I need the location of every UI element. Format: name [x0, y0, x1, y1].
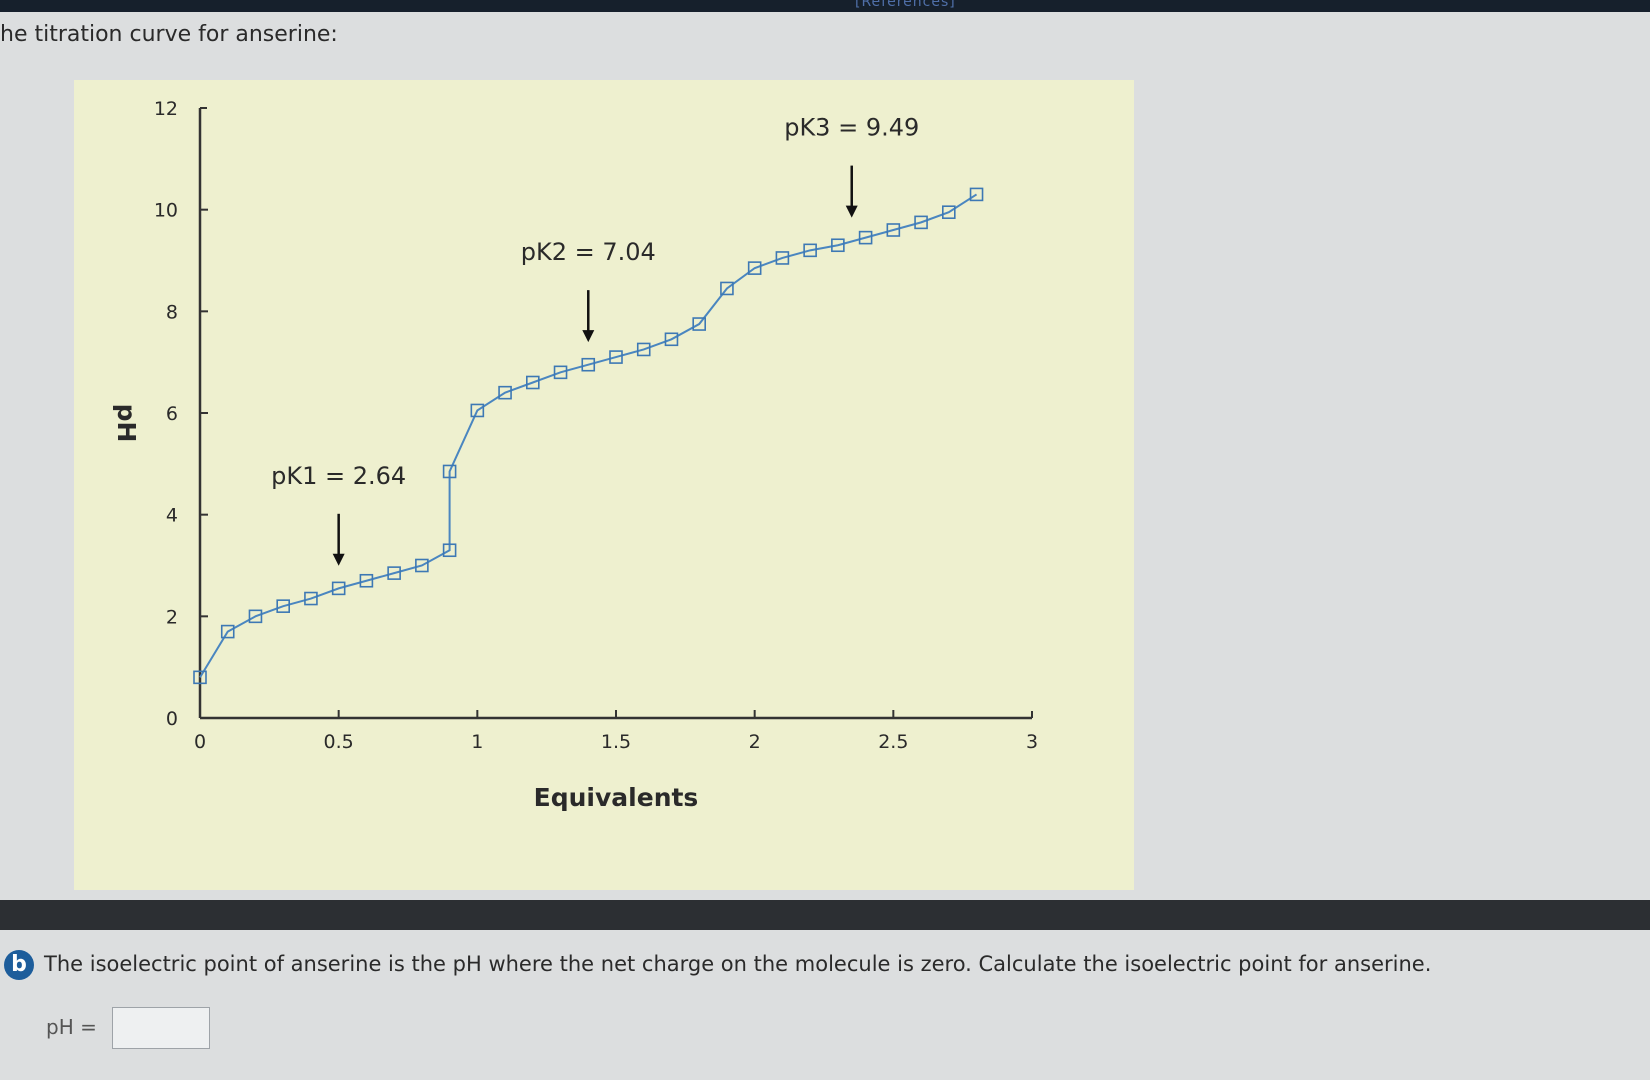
data-point-marker [220, 624, 235, 639]
section-divider [0, 900, 1650, 930]
data-point-marker [525, 375, 540, 390]
pk-arrow-head [845, 205, 858, 218]
y-tick-label: 4 [166, 505, 178, 527]
x-axis-title: Equivalents [534, 783, 699, 812]
data-point-marker [304, 591, 318, 606]
y-tick-label: 8 [166, 301, 178, 323]
chart-marker-layer [193, 187, 984, 685]
data-point-marker [636, 342, 651, 357]
data-point-marker [248, 609, 263, 624]
data-point-marker [886, 223, 901, 237]
top-bar: [References] [0, 0, 1650, 12]
pk-annotation-label: pK2 = 7.04 [521, 238, 656, 266]
chart-curve-layer [199, 193, 978, 678]
data-point-marker [692, 317, 707, 331]
data-point-marker [664, 332, 679, 347]
y-axis-title: pH [112, 404, 141, 443]
x-tick-label: 0.5 [324, 731, 354, 753]
chart-axes [198, 107, 1033, 720]
pk-arrow-head [582, 330, 595, 343]
x-tick-label: 0 [194, 731, 206, 753]
intro-text: he titration curve for anserine: [0, 22, 338, 47]
question-text: The isoelectric point of anserine is the… [44, 952, 1432, 976]
data-point-marker [276, 599, 291, 613]
pk-annotation-label: pK1 = 2.64 [271, 462, 406, 490]
data-point-marker [331, 581, 346, 596]
y-tick-label: 2 [166, 606, 178, 628]
data-point-marker [747, 261, 762, 275]
data-point-marker [498, 385, 512, 400]
data-point-marker [941, 205, 956, 220]
data-point-marker [609, 350, 623, 364]
y-tick-label: 10 [154, 200, 178, 222]
part-badge: b [4, 950, 34, 980]
x-tick-label: 2.5 [878, 731, 908, 753]
data-point-marker [442, 543, 457, 558]
data-point-marker [193, 670, 207, 685]
data-point-marker [553, 365, 568, 380]
data-point-marker [803, 243, 817, 258]
data-point-marker [858, 230, 873, 245]
x-tick-label: 1 [471, 731, 483, 753]
y-tick-label: 6 [166, 403, 178, 425]
data-point-marker [831, 238, 845, 253]
data-point-marker [415, 558, 429, 573]
pk-arrow-head [332, 553, 345, 566]
x-tick-label: 1.5 [601, 731, 631, 753]
chart-panel [74, 80, 1134, 890]
data-point-marker [775, 251, 790, 265]
y-tick-label: 0 [166, 708, 178, 730]
y-tick-label: 12 [154, 98, 178, 120]
data-point-marker [720, 281, 734, 296]
x-tick-label: 3 [1026, 731, 1038, 753]
chart-label-layer: 0 2 4 6 8 10 12 0 0.5 1 1.5 2 2.5 3 Equivalents pH [112, 98, 1038, 812]
answer-label: pH = [46, 1015, 97, 1039]
data-point-marker [470, 403, 485, 418]
data-point-marker [442, 464, 457, 479]
x-tick-label: 2 [749, 731, 761, 753]
pk-annotation-label: pK3 = 9.49 [784, 114, 919, 142]
ph-answer-input[interactable] [112, 1007, 210, 1049]
data-point-marker [387, 566, 401, 580]
question-area [0, 930, 1650, 1080]
data-point-marker [359, 573, 374, 588]
data-point-marker [914, 215, 928, 230]
chart-annotation-layer: pK1 = 2.64 pK2 = 7.04 pK3 = 9.49 [271, 114, 919, 566]
references-link[interactable]: [References] [855, 0, 956, 10]
data-point-marker [581, 357, 596, 372]
titration-curve-line [199, 193, 978, 678]
data-point-marker [969, 187, 984, 202]
